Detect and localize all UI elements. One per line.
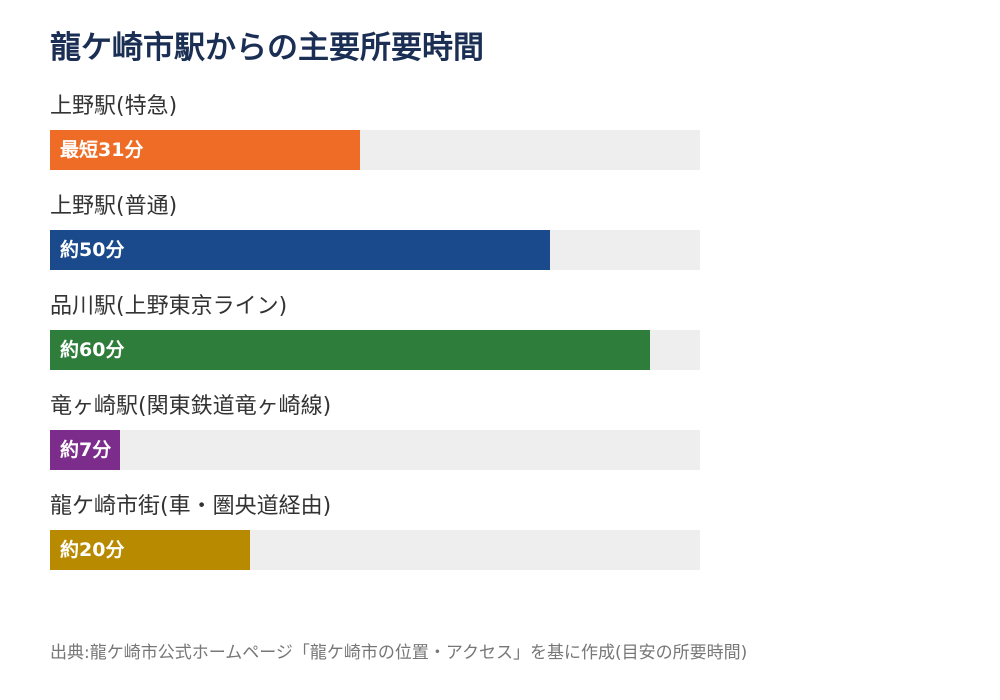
bar — [50, 230, 550, 270]
bar-track: 約50分 — [50, 230, 700, 270]
bar — [50, 330, 650, 370]
bar — [50, 530, 250, 570]
bar — [50, 130, 360, 170]
row-label: 上野駅(特急) — [50, 94, 178, 119]
source-note: 出典:龍ケ崎市公式ホームページ「龍ケ崎市の位置・アクセス」を基に作成(目安の所要… — [50, 643, 748, 663]
bar-track: 最短31分 — [50, 130, 700, 170]
bar-track: 約60分 — [50, 330, 700, 370]
chart-title: 龍ケ崎市駅からの主要所要時間 — [50, 30, 484, 66]
row-label: 龍ケ崎市街(車・圏央道経由) — [50, 494, 332, 519]
row-label: 品川駅(上野東京ライン) — [50, 294, 288, 319]
row-label: 竜ヶ崎駅(関東鉄道竜ヶ崎線) — [50, 394, 332, 419]
bar-data-label: 最短31分 — [60, 139, 144, 161]
bar-data-label: 約50分 — [60, 239, 125, 261]
bar-data-label: 約60分 — [60, 339, 125, 361]
bar-data-label: 約7分 — [60, 439, 112, 461]
bar-data-label: 約20分 — [60, 539, 125, 561]
row-label: 上野駅(普通) — [50, 194, 178, 219]
bar-track: 約20分 — [50, 530, 700, 570]
bar-track: 約7分 — [50, 430, 700, 470]
bar — [50, 430, 120, 470]
